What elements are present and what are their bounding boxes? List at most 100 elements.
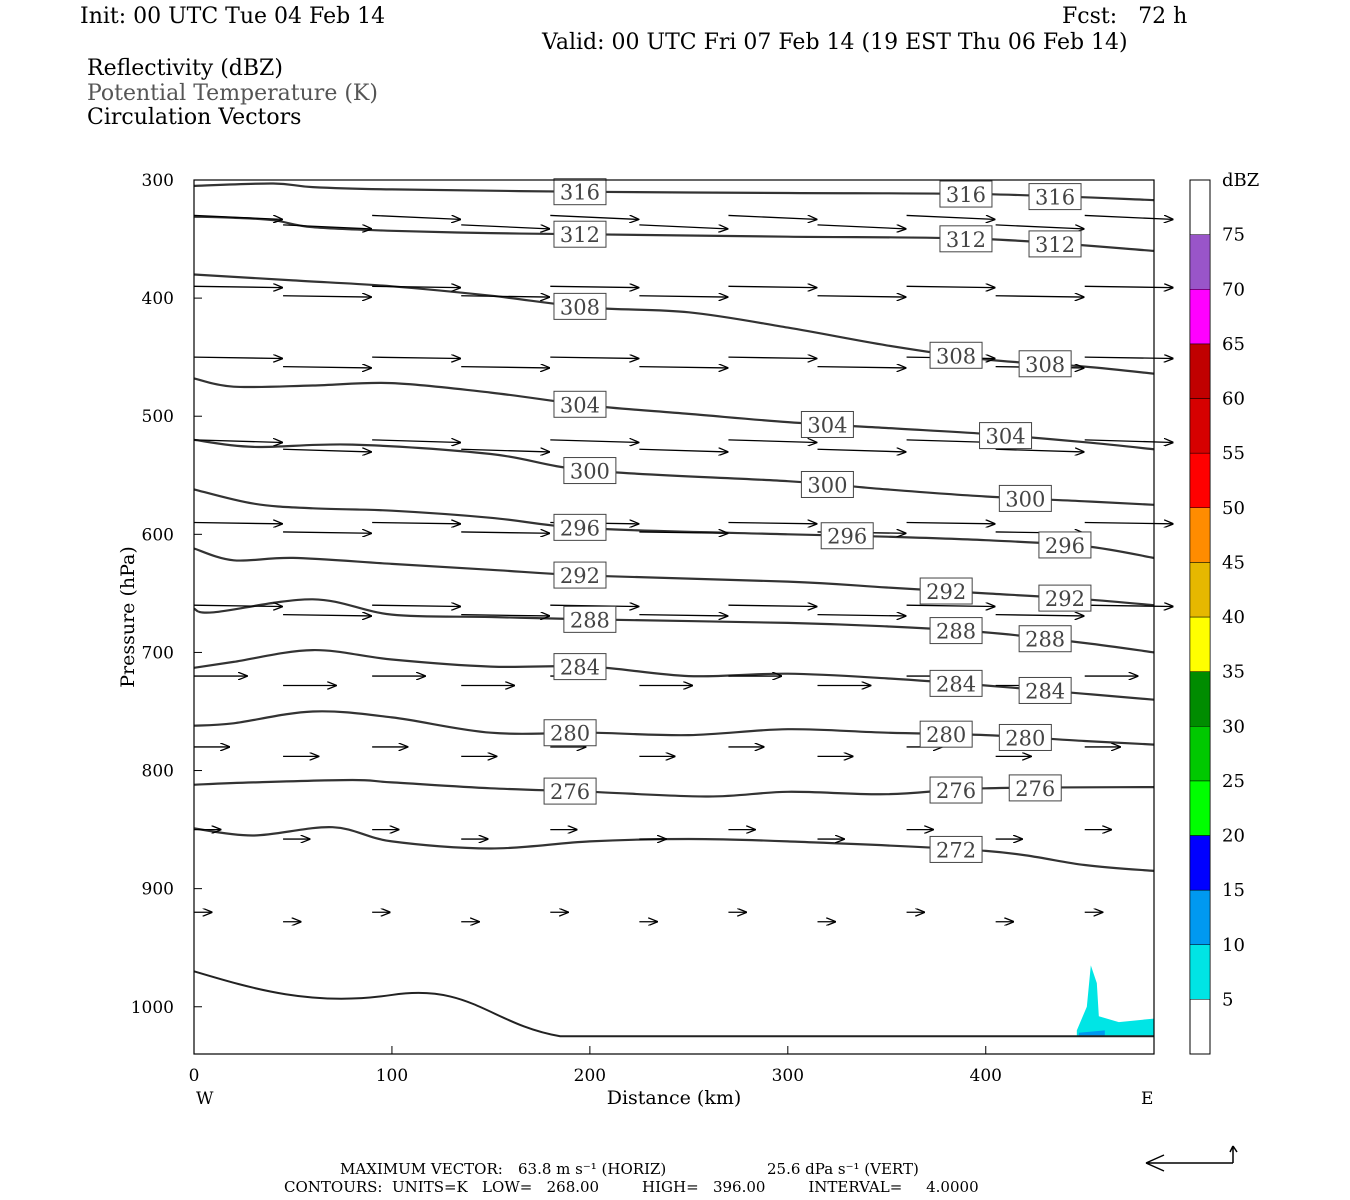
contour-label-284: 284: [1025, 679, 1065, 703]
circulation-vector: [1084, 605, 1173, 606]
contour-label-288: 288: [1025, 628, 1065, 652]
contour-label-box: [1028, 183, 1082, 211]
x-tick-label: 0: [189, 1066, 200, 1086]
circulation-vector: [639, 224, 727, 229]
circulation-vector: [728, 286, 816, 287]
contour-label-box: [929, 669, 983, 697]
circulation-vector: [817, 615, 906, 616]
colorbar-swatch: [1189, 889, 1211, 945]
colorbar-level-label: 30: [1222, 716, 1245, 737]
colorbar-swatch: [1189, 507, 1211, 563]
y-tick-label: 500: [142, 407, 174, 427]
colorbar-level-label: 20: [1222, 826, 1245, 847]
x-axis-title: Distance (km): [607, 1087, 742, 1109]
y-axis-title: Pressure (hPa): [117, 546, 139, 688]
y-tick-label: 800: [142, 762, 174, 782]
contour-label-304: 304: [985, 425, 1025, 449]
theta-contour-296: [193, 488, 1155, 559]
reference-vector-icon: [1145, 1145, 1238, 1172]
contour-label-box: [553, 292, 607, 320]
colorbar-level-label: 50: [1222, 498, 1245, 519]
circulation-vector: [283, 532, 371, 533]
contour-label-box: [929, 341, 983, 369]
colorbar-swatch: [1189, 835, 1211, 891]
colorbar-swatch: [1189, 671, 1211, 727]
contour-label-308: 308: [560, 295, 600, 319]
circulation-vector: [550, 357, 638, 358]
theta-contour-312: [193, 215, 1155, 252]
forecast-hour: Fcst: 72 h: [1062, 4, 1188, 29]
circulation-vector: [639, 367, 727, 368]
circulation-vector: [995, 615, 1084, 616]
circulation-vector: [372, 523, 460, 524]
circulation-vector: [550, 214, 638, 219]
circulation-vector: [728, 605, 816, 606]
circulation-vector: [283, 367, 371, 368]
circulation-vector: [817, 367, 906, 368]
circulation-vector: [906, 286, 995, 287]
field-reflectivity: Reflectivity (dBZ): [87, 56, 283, 81]
circulation-vector: [817, 296, 906, 297]
circulation-vector: [1084, 357, 1173, 358]
circulation-vector: [461, 615, 549, 616]
contour-label-box: [939, 180, 993, 208]
contour-label-box: [1018, 676, 1072, 704]
contour-label-280: 280: [926, 723, 966, 747]
contour-label-300: 300: [1005, 487, 1045, 511]
contour-label-272: 272: [936, 838, 976, 862]
contour-label-box: [553, 178, 607, 206]
circulation-vector: [193, 605, 282, 606]
contour-label-308: 308: [1025, 353, 1065, 377]
circulation-vector: [728, 357, 816, 358]
reflectivity-echo-core: [1078, 1030, 1105, 1037]
contour-label-292: 292: [560, 564, 600, 588]
contour-label-box: [800, 470, 854, 498]
contour-label-box: [563, 605, 617, 633]
contour-label-288: 288: [936, 620, 976, 644]
circulation-vector: [728, 523, 816, 524]
contour-label-312: 312: [1035, 233, 1075, 257]
contour-label-276: 276: [550, 780, 590, 804]
colorbar-level-label: 70: [1222, 279, 1245, 300]
circulation-vector: [817, 224, 906, 229]
circulation-vector: [550, 286, 638, 287]
contour-info: CONTOURS: UNITS=K LOW= 268.00 HIGH= 396.…: [284, 1178, 979, 1196]
contour-label-316: 316: [1035, 186, 1075, 210]
contour-label-box: [1018, 350, 1072, 378]
circulation-vector: [550, 440, 638, 443]
contour-label-box: [553, 561, 607, 589]
colorbar-swatch: [1189, 944, 1211, 1000]
theta-contour-316: [193, 182, 1155, 202]
circulation-vector: [283, 296, 371, 297]
circulation-vector: [193, 214, 282, 219]
contour-label-280: 280: [1005, 726, 1045, 750]
contour-label-box: [553, 513, 607, 541]
circulation-vector: [906, 214, 995, 219]
field-circulation-vectors: Circulation Vectors: [87, 105, 302, 130]
contour-label-308: 308: [936, 344, 976, 368]
contour-label-box: [820, 522, 874, 550]
colorbar-level-label: 25: [1222, 771, 1245, 792]
contour-label-box: [553, 390, 607, 418]
contour-label-box: [800, 410, 854, 438]
colorbar-swatch: [1189, 726, 1211, 782]
contour-label-296: 296: [827, 525, 867, 549]
contour-label-296: 296: [1045, 534, 1085, 558]
circulation-vector: [639, 449, 727, 452]
circulation-vector: [817, 449, 906, 452]
x-tick-label: 400: [970, 1066, 1002, 1086]
plot-frame: [193, 179, 1155, 1055]
colorbar-swatch: [1189, 780, 1211, 836]
circulation-vector: [283, 224, 371, 229]
circulation-vector: [995, 449, 1084, 452]
colorbar-unit: dBZ: [1222, 170, 1259, 191]
circulation-vector: [193, 357, 282, 358]
colorbar-swatch: [1189, 398, 1211, 454]
colorbar-level-label: 60: [1222, 389, 1245, 410]
circulation-vector: [461, 224, 549, 229]
theta-contour-284: [193, 648, 1155, 701]
valid-time: Valid: 00 UTC Fri 07 Feb 14 (19 EST Thu …: [542, 30, 1128, 55]
reflectivity-echo: [1076, 965, 1154, 1037]
circulation-vector: [995, 296, 1084, 297]
contour-label-312: 312: [946, 228, 986, 252]
